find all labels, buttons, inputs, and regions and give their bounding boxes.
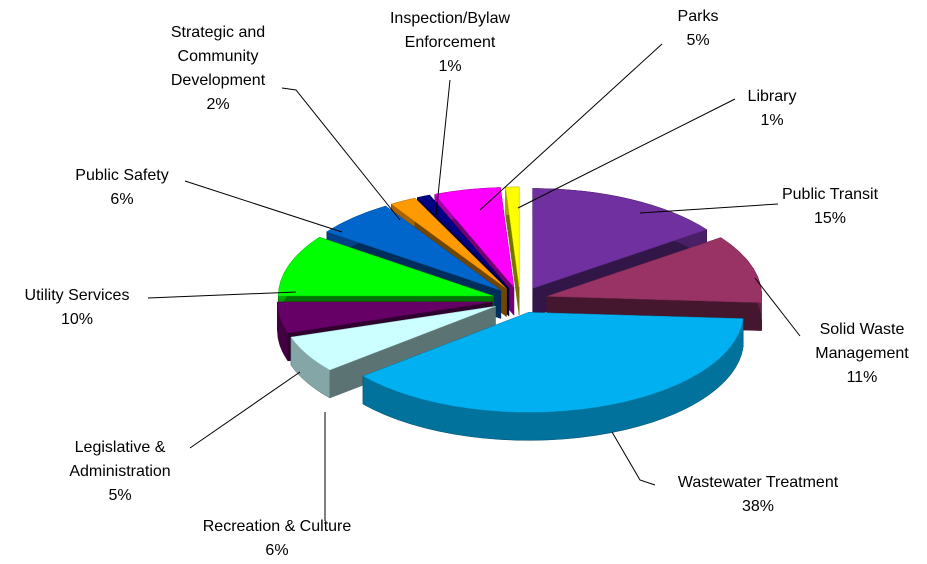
slice-label: Strategic and Community Development 2%: [171, 21, 265, 117]
slice-label: Wastewater Treatment 38%: [678, 471, 838, 519]
slice-label: Solid Waste Management 11%: [815, 318, 908, 390]
leader-line: [754, 277, 801, 337]
value-label: 5%: [108, 487, 132, 504]
slice: [362, 312, 744, 413]
slice: [416, 194, 510, 289]
category-label: Recreation & Culture: [202, 518, 352, 535]
leader-line: [611, 431, 656, 486]
category-label: Wastewater Treatment: [677, 474, 839, 491]
leader-line: [639, 203, 779, 214]
value-label: 1%: [438, 58, 462, 75]
slice-label: Recreation & Culture 6%: [203, 515, 352, 563]
value-label: 1%: [760, 112, 784, 129]
value-label: 6%: [110, 191, 134, 208]
value-label: 38%: [741, 498, 775, 515]
leader-line: [435, 79, 451, 216]
category-label: Inspection/Bylaw Enforcement: [389, 10, 511, 51]
leader-line: [189, 371, 301, 449]
slice-label: Public Transit 15%: [782, 183, 878, 231]
leader-line: [147, 291, 297, 299]
slice-label: Parks 5%: [678, 5, 719, 53]
category-label: Library: [747, 88, 797, 105]
leader-line: [479, 43, 663, 211]
slice: [290, 306, 496, 371]
category-label: Parks: [677, 8, 719, 25]
value-label: 11%: [846, 369, 878, 386]
category-label: Legislative & Administration: [69, 439, 171, 480]
value-label: 6%: [265, 542, 289, 559]
value-label: 2%: [206, 96, 230, 113]
slice: [434, 187, 515, 289]
category-label: Public Safety: [75, 167, 169, 184]
slice-label: Library 1%: [748, 85, 797, 133]
slice: [390, 197, 507, 289]
slice: [532, 188, 708, 289]
slice: [546, 237, 763, 303]
slice-label: Legislative & Administration 5%: [69, 436, 170, 508]
slice-label: Inspection/Bylaw Enforcement 1%: [390, 7, 510, 79]
value-label: 10%: [60, 311, 94, 328]
leader-line: [184, 180, 343, 233]
value-label: 5%: [686, 32, 710, 49]
category-label: Strategic and Community Development: [170, 24, 266, 89]
slice-label: Public Safety 6%: [75, 164, 168, 212]
category-label: Utility Services: [24, 287, 130, 304]
slice: [326, 205, 501, 291]
category-label: Solid Waste Management: [815, 321, 909, 362]
leader-line: [281, 87, 401, 221]
slice: [277, 301, 493, 334]
slice-label: Utility Services 10%: [25, 284, 130, 332]
leader-line: [517, 98, 736, 209]
value-label: 15%: [813, 210, 847, 227]
category-label: Public Transit: [781, 186, 879, 203]
